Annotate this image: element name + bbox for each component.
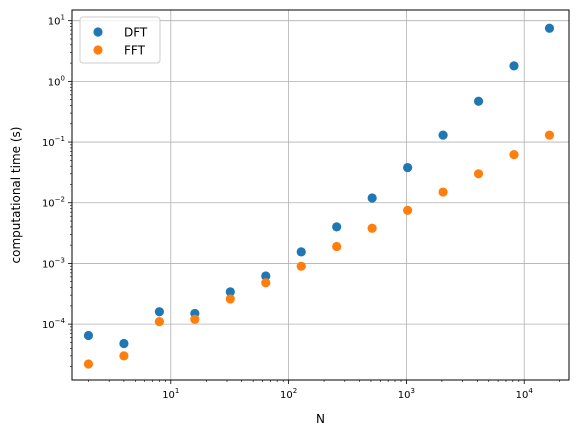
data-point-fft bbox=[261, 278, 271, 288]
data-point-fft bbox=[403, 205, 413, 215]
legend-box bbox=[79, 16, 161, 64]
data-point-fft bbox=[473, 169, 484, 179]
legend-label-dft: DFT bbox=[124, 26, 148, 40]
y-tick-label: 101 bbox=[48, 14, 65, 28]
legend: DFT FFT bbox=[79, 16, 161, 64]
data-point-fft bbox=[225, 294, 235, 304]
data-point-fft bbox=[509, 150, 519, 160]
y-axis-label: computational time (s) bbox=[9, 127, 23, 264]
x-tick-label: 102 bbox=[280, 387, 297, 401]
x-tick-label: 103 bbox=[398, 387, 415, 401]
legend-marker-dft bbox=[93, 27, 103, 37]
data-point-fft bbox=[367, 223, 377, 233]
data-point-fft bbox=[544, 130, 555, 140]
data-point-fft bbox=[190, 314, 200, 324]
data-point-dft bbox=[332, 222, 342, 232]
data-point-fft bbox=[296, 261, 306, 271]
data-point-fft bbox=[154, 317, 164, 327]
x-tick-label: 101 bbox=[162, 387, 179, 401]
x-axis-label: N bbox=[316, 412, 325, 426]
data-point-dft bbox=[154, 307, 164, 317]
data-points bbox=[83, 23, 555, 369]
data-point-dft bbox=[403, 162, 413, 173]
data-point-dft bbox=[367, 193, 377, 203]
axis-ticks: 101 102 103 104 10−4 10−3 10−2 10−1 100 101 bbox=[42, 14, 560, 401]
x-tick-label: 104 bbox=[516, 387, 534, 401]
y-tick-label: 10−1 bbox=[42, 135, 65, 149]
data-point-fft bbox=[119, 351, 129, 361]
legend-label-fft: FFT bbox=[124, 44, 146, 58]
data-point-fft bbox=[83, 359, 94, 369]
series-dft bbox=[83, 23, 555, 349]
data-point-dft bbox=[119, 338, 129, 349]
data-point-dft bbox=[509, 61, 519, 71]
data-point-fft bbox=[332, 241, 342, 252]
data-point-dft bbox=[296, 247, 306, 257]
series-fft bbox=[83, 130, 555, 369]
y-tick-label: 10−4 bbox=[42, 317, 66, 331]
grid bbox=[72, 10, 569, 380]
y-tick-label: 10−2 bbox=[42, 196, 65, 210]
data-point-dft bbox=[225, 287, 235, 297]
data-point-dft bbox=[83, 330, 94, 341]
legend-marker-fft bbox=[93, 45, 103, 55]
data-point-dft bbox=[438, 130, 448, 140]
data-point-dft bbox=[261, 271, 271, 281]
y-tick-label: 10−3 bbox=[42, 256, 65, 270]
data-point-fft bbox=[438, 187, 448, 197]
plot-area bbox=[71, 9, 570, 381]
y-tick-label: 100 bbox=[48, 74, 65, 88]
data-point-dft bbox=[544, 23, 555, 33]
data-point-dft bbox=[473, 96, 484, 106]
